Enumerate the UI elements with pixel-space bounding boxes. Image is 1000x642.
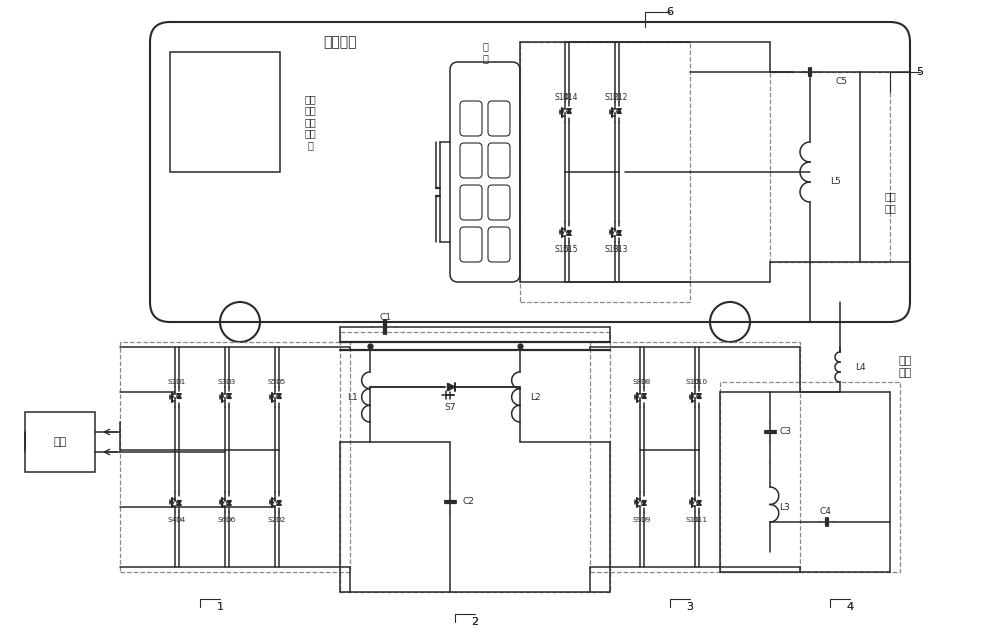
Text: 发射
线圈: 发射 线圈: [898, 356, 912, 377]
Text: D9: D9: [640, 517, 650, 523]
Text: C3: C3: [779, 428, 791, 437]
Text: 接收
线圈: 接收 线圈: [884, 191, 896, 213]
Text: 5: 5: [916, 67, 924, 77]
Polygon shape: [642, 501, 646, 505]
Text: S7: S7: [444, 403, 456, 412]
Text: 4: 4: [846, 602, 854, 612]
Text: D1: D1: [175, 379, 185, 385]
Text: 1: 1: [216, 602, 224, 612]
Polygon shape: [642, 394, 646, 399]
Text: S9: S9: [633, 517, 642, 523]
Text: S11: S11: [685, 517, 699, 523]
Text: S14: S14: [555, 92, 569, 101]
Text: 1: 1: [216, 602, 224, 612]
Text: 6: 6: [666, 7, 674, 17]
Text: S8: S8: [633, 379, 642, 385]
Text: D12: D12: [612, 92, 628, 101]
Polygon shape: [227, 501, 231, 505]
Text: 3: 3: [686, 602, 694, 612]
Text: L3: L3: [780, 503, 790, 512]
Text: 3: 3: [686, 602, 694, 612]
Polygon shape: [448, 383, 455, 391]
Text: D4: D4: [175, 517, 185, 523]
Text: S2: S2: [268, 517, 277, 523]
Text: 接收
端电
力电
子结
构: 接收 端电 力电 子结 构: [304, 94, 316, 150]
Polygon shape: [277, 394, 281, 399]
Polygon shape: [617, 109, 621, 114]
Text: C4: C4: [819, 507, 831, 517]
Bar: [170, 52, 280, 172]
Bar: [720, 382, 900, 572]
Text: D13: D13: [612, 245, 628, 254]
Text: 电网: 电网: [53, 437, 67, 447]
Text: S12: S12: [605, 92, 619, 101]
Bar: [120, 342, 350, 572]
Text: 2: 2: [471, 617, 479, 627]
Bar: [340, 332, 610, 592]
Polygon shape: [177, 501, 181, 505]
Text: L2: L2: [530, 392, 540, 401]
Text: S5: S5: [268, 379, 277, 385]
Text: D2: D2: [275, 517, 285, 523]
Polygon shape: [697, 501, 701, 505]
Text: L1: L1: [347, 392, 357, 401]
Polygon shape: [617, 230, 621, 235]
Text: S4: S4: [168, 517, 177, 523]
Polygon shape: [567, 109, 571, 114]
Bar: [520, 42, 690, 302]
Text: 6: 6: [666, 7, 674, 17]
Text: C1: C1: [379, 313, 391, 322]
Polygon shape: [177, 394, 181, 399]
Text: 电
池: 电 池: [482, 41, 488, 63]
Text: S13: S13: [605, 245, 619, 254]
Text: D10: D10: [692, 379, 708, 385]
Polygon shape: [277, 501, 281, 505]
Polygon shape: [567, 230, 571, 235]
Bar: [770, 72, 890, 262]
Text: D6: D6: [225, 517, 235, 523]
Text: S6: S6: [218, 517, 227, 523]
Text: 4: 4: [846, 602, 854, 612]
Text: L5: L5: [830, 177, 841, 186]
Text: C5: C5: [835, 78, 847, 87]
Text: L4: L4: [855, 363, 866, 372]
Text: S10: S10: [685, 379, 699, 385]
Text: D5: D5: [275, 379, 285, 385]
Text: D14: D14: [562, 92, 578, 101]
Bar: [590, 342, 800, 572]
Polygon shape: [227, 394, 231, 399]
Text: D15: D15: [562, 245, 578, 254]
Text: D11: D11: [692, 517, 708, 523]
Text: S1: S1: [168, 379, 177, 385]
Text: 电动汽车: 电动汽车: [323, 35, 357, 49]
Text: C2: C2: [462, 498, 474, 507]
Text: D3: D3: [225, 379, 235, 385]
Text: 2: 2: [471, 617, 479, 627]
Bar: [25, 412, 95, 472]
Text: S15: S15: [555, 245, 569, 254]
Text: 5: 5: [916, 67, 924, 77]
Text: D8: D8: [640, 379, 650, 385]
Text: S3: S3: [218, 379, 227, 385]
Polygon shape: [697, 394, 701, 399]
